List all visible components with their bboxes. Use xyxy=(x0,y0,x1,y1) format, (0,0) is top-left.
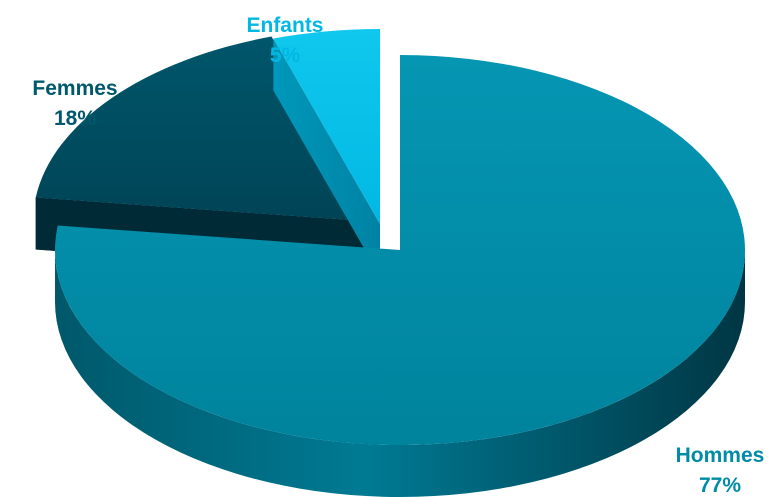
slice-hommes-side xyxy=(55,250,745,497)
labels-layer: Hommes 77% Femmes 18% Enfants 5% xyxy=(32,14,764,497)
label-enfants-name: Enfants xyxy=(246,14,323,37)
label-enfants-value: 5% xyxy=(270,44,301,67)
label-enfants: Enfants 5% xyxy=(246,14,323,67)
slice-hommes xyxy=(55,55,746,497)
label-femmes: Femmes 18% xyxy=(32,77,117,130)
slice-enfants-top xyxy=(273,29,380,224)
slice-enfants xyxy=(273,29,380,277)
slices-layer xyxy=(35,29,746,497)
slice-hommes-top xyxy=(55,55,746,446)
label-femmes-value: 18% xyxy=(54,107,96,130)
label-femmes-name: Femmes xyxy=(32,77,117,100)
slice-enfants-wall-start xyxy=(273,38,380,277)
label-hommes: Hommes 77% xyxy=(676,444,765,497)
label-hommes-name: Hommes xyxy=(676,444,765,467)
label-hommes-value: 77% xyxy=(699,474,741,497)
